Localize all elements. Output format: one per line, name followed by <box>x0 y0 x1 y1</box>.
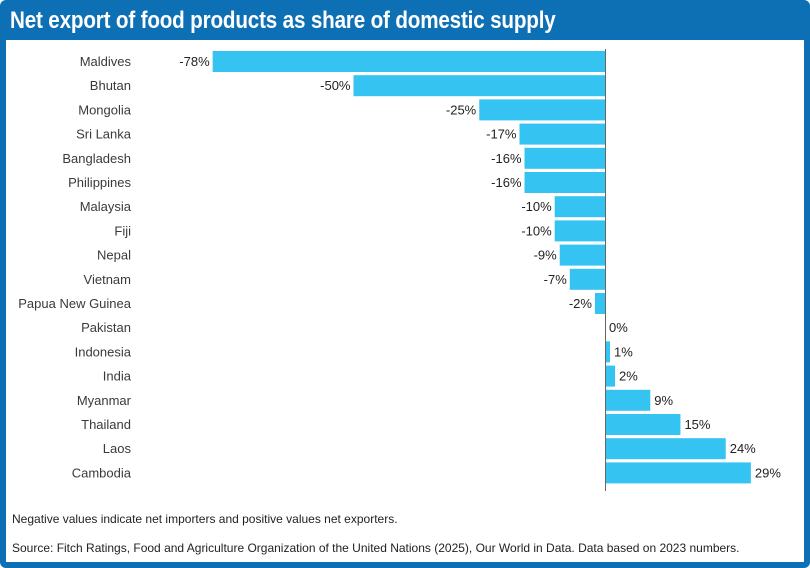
value-label: 2% <box>619 369 638 384</box>
value-label: 1% <box>614 344 633 359</box>
value-label: 24% <box>730 441 756 456</box>
bar <box>353 75 605 97</box>
chart-title: Net export of food products as share of … <box>10 7 556 34</box>
value-label: 15% <box>684 417 710 432</box>
value-label: -7% <box>544 272 568 287</box>
bar <box>605 462 751 484</box>
bar <box>479 99 605 121</box>
value-label: -25% <box>446 102 477 117</box>
value-label: 29% <box>755 465 781 480</box>
category-label: Laos <box>103 441 132 456</box>
bar <box>605 389 651 411</box>
category-label: Bhutan <box>90 78 131 93</box>
bar <box>519 123 605 145</box>
bar <box>554 196 605 218</box>
bar <box>605 414 681 435</box>
category-label: India <box>103 369 132 384</box>
value-label: -10% <box>521 199 552 214</box>
category-label: Sri Lanka <box>76 127 132 142</box>
bar <box>524 172 605 193</box>
value-label: -9% <box>534 248 558 263</box>
bar <box>559 244 605 266</box>
category-label: Cambodia <box>72 465 132 480</box>
value-label: -2% <box>569 296 593 311</box>
category-label: Thailand <box>81 417 131 432</box>
value-label: -16% <box>491 175 522 190</box>
category-label: Pakistan <box>81 320 131 335</box>
bar <box>554 220 605 242</box>
value-label: 9% <box>654 393 673 408</box>
bar <box>605 365 616 387</box>
bar <box>569 268 605 290</box>
category-label: Papua New Guinea <box>18 296 132 311</box>
value-label: -10% <box>521 223 552 238</box>
bar <box>605 438 726 460</box>
category-label: Nepal <box>97 248 131 263</box>
bar <box>212 51 605 72</box>
category-label: Philippines <box>68 175 131 190</box>
bar <box>594 293 605 314</box>
category-label: Mongolia <box>78 102 132 117</box>
category-label: Bangladesh <box>62 151 131 166</box>
category-label: Vietnam <box>84 272 131 287</box>
category-label: Indonesia <box>75 344 132 359</box>
category-label: Myanmar <box>77 393 132 408</box>
value-label: -50% <box>320 78 351 93</box>
value-label: -16% <box>491 151 522 166</box>
footnote: Negative values indicate net importers a… <box>12 512 398 526</box>
bar <box>605 341 611 363</box>
category-label: Malaysia <box>80 199 132 214</box>
source-note: Source: Fitch Ratings, Food and Agricult… <box>12 541 740 555</box>
bar <box>524 147 605 169</box>
category-label: Maldives <box>80 54 132 69</box>
category-label: Fiji <box>114 223 131 238</box>
value-label: 0% <box>609 320 628 335</box>
value-label: -17% <box>486 127 517 142</box>
value-label: -78% <box>179 54 210 69</box>
